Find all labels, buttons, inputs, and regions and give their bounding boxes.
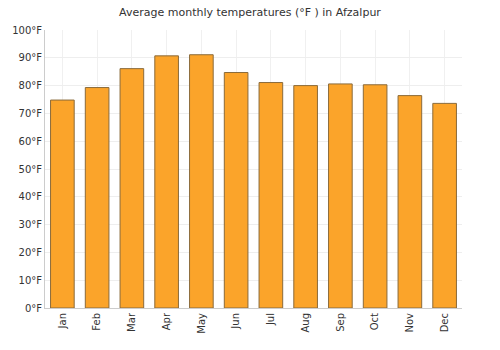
svg-text:Jan: Jan [57, 313, 68, 329]
svg-text:70°F: 70°F [19, 108, 43, 119]
svg-text:Aug: Aug [300, 313, 311, 333]
svg-text:Apr: Apr [161, 312, 172, 330]
svg-text:Average monthly temperatures (: Average monthly temperatures (°F ) in Af… [119, 6, 381, 19]
svg-text:50°F: 50°F [19, 164, 43, 175]
svg-text:Mar: Mar [126, 312, 137, 332]
svg-text:20°F: 20°F [19, 247, 43, 258]
svg-text:Feb: Feb [91, 313, 102, 331]
svg-text:Jun: Jun [230, 313, 241, 330]
svg-text:May: May [196, 313, 207, 334]
svg-text:30°F: 30°F [19, 219, 43, 230]
svg-text:80°F: 80°F [19, 80, 43, 91]
svg-text:Nov: Nov [404, 313, 415, 333]
svg-text:0°F: 0°F [25, 303, 42, 314]
svg-text:Jul: Jul [265, 313, 276, 326]
svg-text:Sep: Sep [335, 313, 346, 332]
svg-text:100°F: 100°F [12, 25, 42, 36]
svg-text:10°F: 10°F [19, 275, 43, 286]
svg-text:Dec: Dec [439, 313, 450, 332]
svg-text:60°F: 60°F [19, 136, 43, 147]
svg-text:Oct: Oct [369, 313, 380, 330]
svg-text:90°F: 90°F [19, 52, 43, 63]
svg-text:40°F: 40°F [19, 191, 43, 202]
